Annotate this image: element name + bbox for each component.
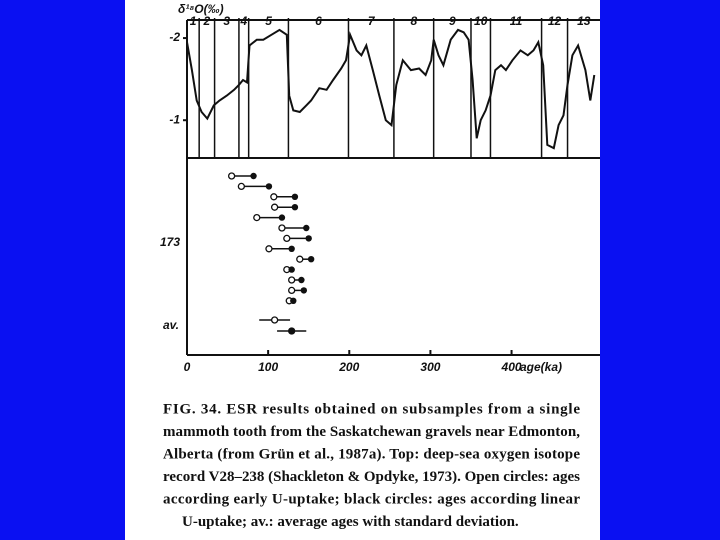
- early-uptake-point: [283, 234, 291, 243]
- linear-uptake-point: [288, 266, 295, 273]
- linear-uptake-point: [303, 224, 310, 232]
- early-uptake-point: [288, 286, 296, 295]
- linear-uptake-point: [291, 204, 299, 211]
- stage-label: 6: [315, 14, 322, 28]
- caption-line: FIG. 34. ESR results obtained on subsamp…: [163, 401, 580, 417]
- average-early-point: [270, 316, 279, 324]
- early-uptake-point: [270, 203, 279, 211]
- x-tick-label: 200: [338, 360, 359, 374]
- early-uptake-point: [296, 255, 304, 263]
- caption-line: mammoth tooth from the Saskatchewan grav…: [163, 424, 580, 440]
- early-uptake-point: [278, 224, 286, 232]
- isotope-curve: [186, 28, 596, 150]
- linear-uptake-point: [265, 183, 273, 190]
- early-uptake-point: [253, 213, 261, 222]
- stage-label: 11: [510, 14, 523, 28]
- linear-uptake-point: [305, 235, 312, 242]
- stage-label: 13: [577, 14, 591, 28]
- stage-label: 2: [203, 14, 211, 28]
- linear-uptake-point: [278, 214, 286, 221]
- x-axis-label: age(ka): [520, 360, 562, 374]
- stage-label: 12: [548, 14, 562, 28]
- x-tick-label: 100: [258, 360, 278, 374]
- average-label: av.: [163, 318, 179, 332]
- sample-label: 173: [160, 235, 180, 249]
- y-tick-label: -1: [169, 112, 180, 126]
- stage-label: 3: [223, 14, 230, 28]
- linear-uptake-point: [307, 256, 315, 263]
- stage-label: 10: [474, 14, 488, 28]
- caption-line: U-uptake; av.: average ages with standar…: [182, 514, 519, 530]
- average-linear-point: [288, 327, 296, 335]
- figure-panel: [125, 0, 600, 540]
- stage-label: 8: [410, 14, 417, 28]
- stage-label: 5: [265, 14, 272, 28]
- stage-label: 9: [449, 14, 456, 28]
- y-axis-label: δ¹⁸O(‰): [178, 2, 224, 16]
- x-tick-label: 300: [420, 360, 440, 374]
- early-uptake-point: [265, 245, 273, 253]
- x-tick-label: 400: [501, 360, 522, 374]
- stage-label: 7: [368, 14, 376, 28]
- x-tick-label: 0: [184, 360, 191, 374]
- linear-uptake-point: [291, 193, 299, 200]
- linear-uptake-point: [250, 172, 257, 180]
- stage-label: 4: [239, 14, 247, 28]
- linear-uptake-point: [288, 245, 295, 252]
- linear-uptake-point: [300, 287, 308, 294]
- early-uptake-point: [288, 276, 296, 284]
- caption-line: Alberta (from Grün et al., 1987a). Top: …: [163, 446, 580, 462]
- linear-uptake-point: [290, 297, 297, 304]
- early-uptake-point: [227, 172, 236, 180]
- caption-line: according early U-uptake; black circles:…: [163, 491, 580, 507]
- caption-line: record V28–238 (Shackleton & Opdyke, 197…: [163, 469, 580, 485]
- stage-label: 1: [190, 14, 197, 28]
- early-uptake-point: [270, 193, 278, 201]
- y-tick-label: -2: [169, 30, 180, 44]
- linear-uptake-point: [298, 276, 305, 284]
- early-uptake-point: [237, 182, 246, 191]
